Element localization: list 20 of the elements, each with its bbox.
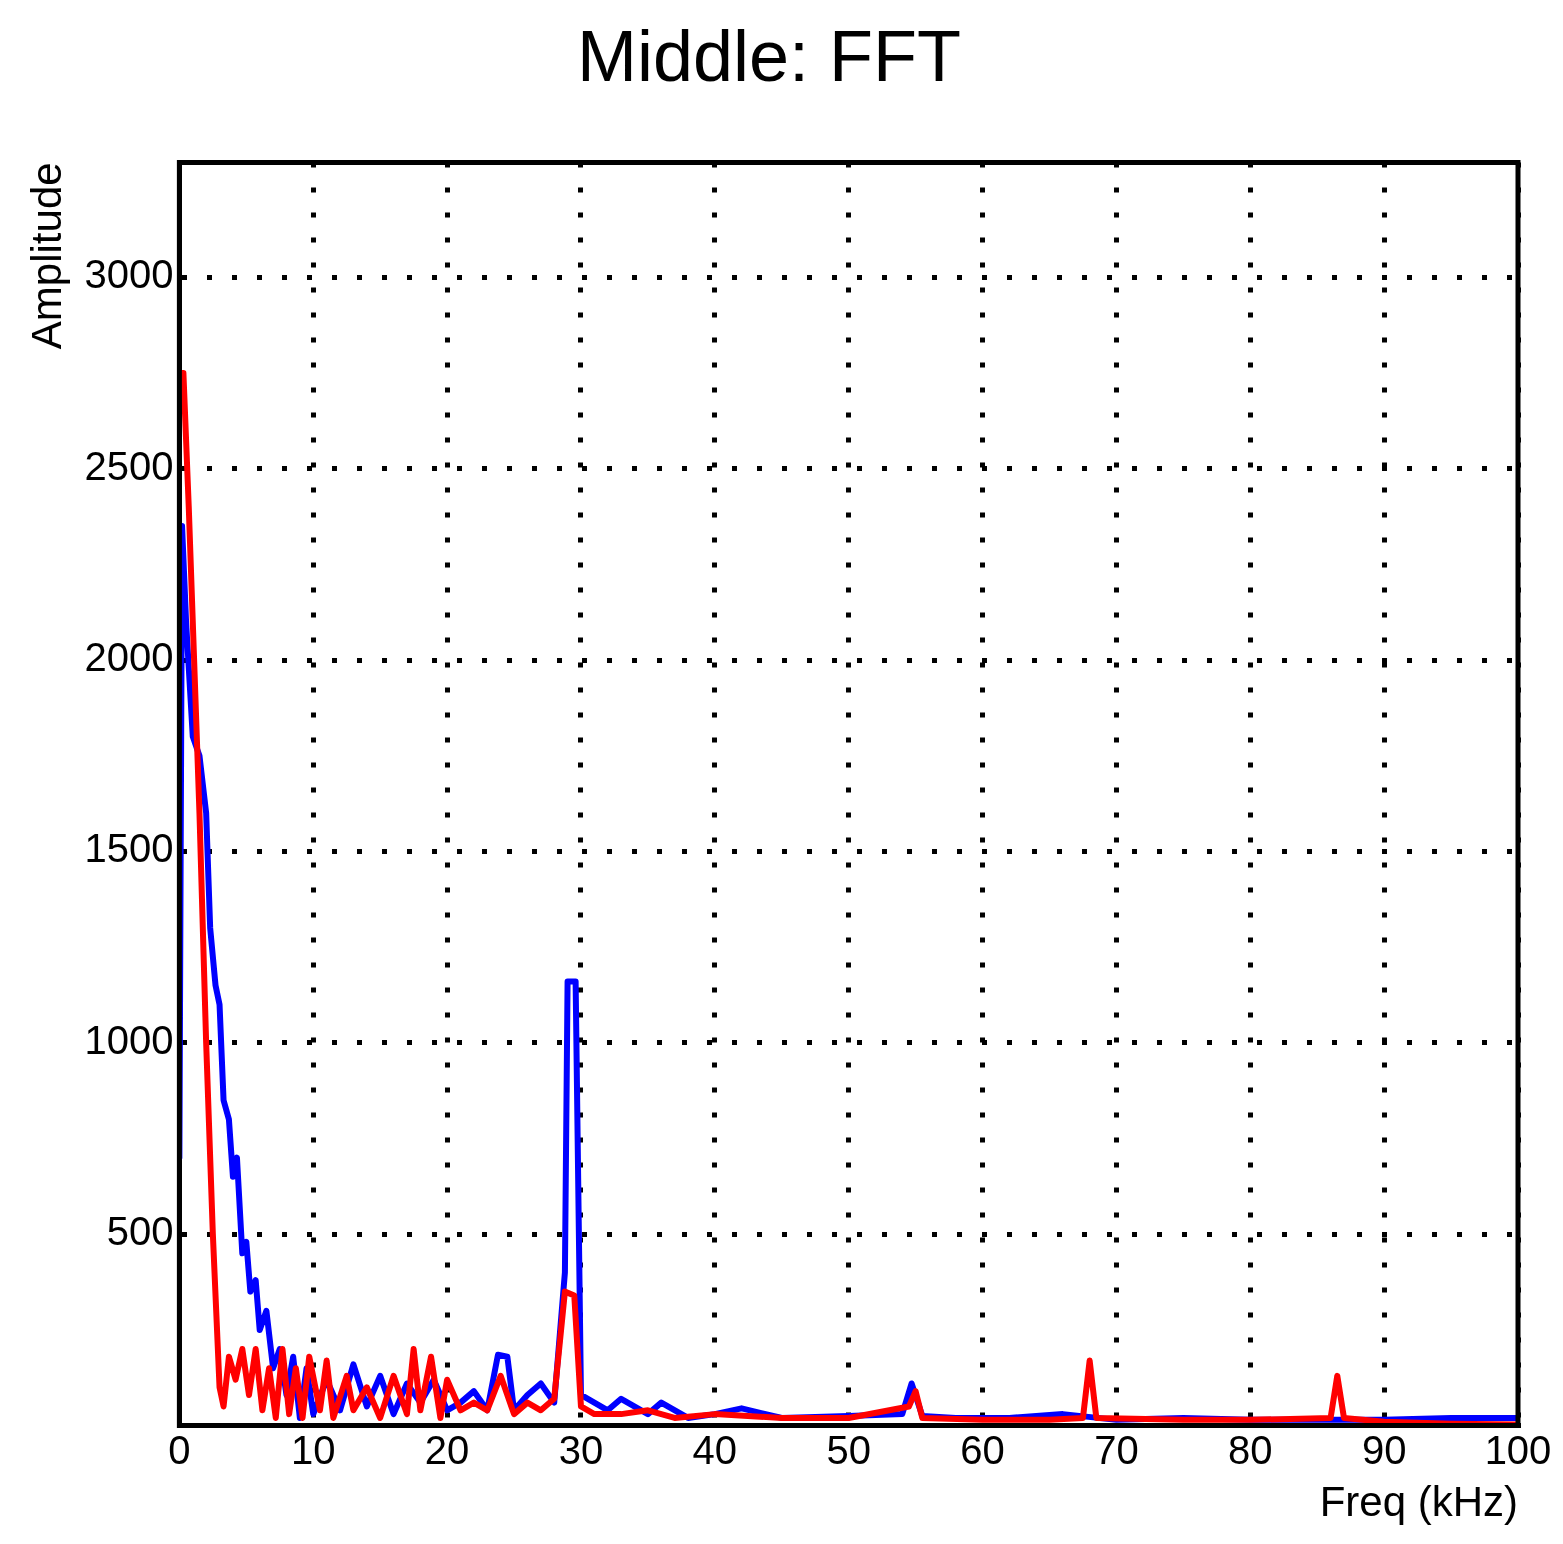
y-tick-label: 2500 — [84, 443, 174, 488]
y-tick-label: 2000 — [84, 635, 174, 680]
x-tick-label: 80 — [1228, 1427, 1273, 1472]
x-tick-label: 20 — [424, 1427, 470, 1472]
x-tick-label: 70 — [1094, 1427, 1139, 1472]
y-tick-label: 3000 — [84, 252, 174, 297]
x-tick-label: 100 — [1484, 1427, 1552, 1472]
x-tick-label: 10 — [291, 1427, 336, 1472]
y-tick-label: 1500 — [84, 826, 174, 871]
x-tick-label: 90 — [1361, 1427, 1407, 1472]
x-tick-label: 50 — [826, 1427, 871, 1472]
y-tick-label: 1000 — [84, 1017, 174, 1062]
chart-title: Middle: FFT — [576, 16, 962, 97]
x-tick-label: 0 — [168, 1427, 191, 1472]
x-tick-label: 30 — [558, 1427, 604, 1472]
y-tick-label: 500 — [106, 1209, 174, 1254]
x-axis-title: Freq (kHz) — [1319, 1478, 1518, 1526]
x-tick-label: 60 — [960, 1427, 1005, 1472]
y-axis-title: Amplitude — [22, 162, 70, 350]
x-tick-label: 40 — [692, 1427, 738, 1472]
